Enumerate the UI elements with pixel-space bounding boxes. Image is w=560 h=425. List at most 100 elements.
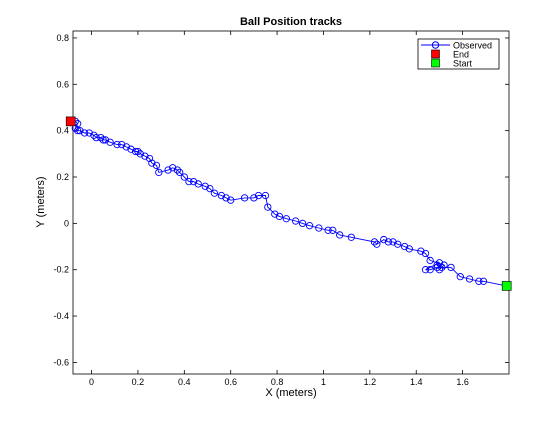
axis-ticks: 0 0.2 0.4 0.6 0.8 1 1.2 1.4 1.6 -0.6 -0.4 -0.2 0 0.2 0… <box>53 31 509 387</box>
observed-point <box>134 147 142 156</box>
observed-point <box>97 133 105 142</box>
observed-point <box>90 131 98 139</box>
legend-start-marker <box>431 58 440 68</box>
observed-point <box>122 143 130 151</box>
observed-point <box>217 191 226 200</box>
observed-point <box>421 266 430 274</box>
observed-point <box>329 226 337 234</box>
observed-point <box>210 189 219 197</box>
observed-point <box>347 233 355 241</box>
observed-point <box>145 154 154 163</box>
observed-point <box>435 259 444 267</box>
y-tick-label: 0.2 <box>56 172 69 182</box>
observed-point <box>169 164 177 172</box>
observed-point <box>315 224 323 232</box>
observed-point <box>291 217 300 225</box>
observed-point <box>240 194 249 202</box>
observed-point <box>389 238 397 246</box>
observed-point <box>447 263 455 272</box>
observed-point <box>261 191 270 200</box>
observed-point <box>185 177 193 186</box>
observed-point <box>73 127 82 135</box>
observed-point <box>435 266 444 274</box>
observed-point <box>438 263 446 272</box>
observed-point <box>275 212 284 221</box>
observed-point <box>373 240 381 248</box>
observed-point <box>80 129 89 137</box>
observed-point <box>282 215 291 223</box>
legend-observed-marker <box>431 41 440 49</box>
x-tick-label: 0.4 <box>178 377 191 387</box>
legend-observed-label: Observed <box>453 41 492 51</box>
y-tick-label: -0.4 <box>53 311 69 321</box>
observed-point <box>456 273 464 281</box>
observed-point <box>127 145 135 153</box>
observed-point <box>264 203 272 211</box>
x-tick-label: 1.6 <box>456 377 469 387</box>
observed-point <box>271 210 279 218</box>
observed-point <box>394 240 402 248</box>
observed-point <box>384 238 393 246</box>
observed-point <box>426 266 434 274</box>
observed-point <box>440 261 448 269</box>
y-tick-label: -0.2 <box>53 265 69 275</box>
observed-point <box>118 140 126 149</box>
y-tick-label: 0.4 <box>56 126 69 136</box>
y-axis-label: Y (meters) <box>35 176 47 227</box>
observed-point <box>173 166 182 174</box>
x-tick-label: 0.2 <box>132 377 145 387</box>
observed-point <box>189 177 198 186</box>
observed-point <box>227 196 235 204</box>
observed-point <box>417 247 425 255</box>
observed-point <box>106 138 114 146</box>
observed-point <box>433 263 441 272</box>
observed-point <box>76 127 84 135</box>
observed-point <box>324 226 332 234</box>
observed-point <box>164 166 172 174</box>
data-marks <box>65 116 512 291</box>
chart-title: Ball Position tracks <box>240 16 342 28</box>
y-tick-label: 0.8 <box>56 33 69 43</box>
observed-point <box>155 168 163 177</box>
observed-point <box>426 256 434 265</box>
x-tick-label: 1.2 <box>364 377 377 387</box>
observed-point <box>92 133 100 142</box>
observed-point <box>370 238 379 246</box>
observed-point <box>141 152 149 160</box>
observed-point <box>400 242 409 251</box>
observed-point <box>479 277 488 285</box>
observed-point <box>336 231 344 239</box>
observed-point <box>176 168 184 177</box>
observed-point <box>201 182 209 190</box>
observed-point <box>380 235 388 244</box>
observed-point <box>113 140 121 149</box>
y-tick-label: 0.6 <box>56 79 69 89</box>
observed-point <box>148 159 156 167</box>
observed-point <box>136 150 144 158</box>
legend-end-label: End <box>453 50 469 60</box>
observed-point <box>433 261 441 269</box>
observed-point <box>152 161 161 170</box>
legend-end-marker <box>431 49 440 59</box>
x-tick-label: 0 <box>89 377 94 387</box>
observed-point <box>254 191 263 200</box>
observed-point <box>194 180 202 188</box>
observed-point <box>250 194 258 202</box>
observed-point <box>206 184 214 193</box>
observed-point <box>465 275 474 283</box>
observed-point <box>222 194 230 202</box>
plot-area <box>72 30 510 375</box>
observed-point <box>305 222 314 230</box>
observed-point <box>101 136 110 144</box>
observed-point <box>99 136 107 144</box>
x-tick-label: 1 <box>321 377 326 387</box>
x-tick-label: 0.8 <box>271 377 284 387</box>
legend-start-label: Start <box>453 59 473 69</box>
y-tick-label: 0 <box>64 218 69 228</box>
observed-point <box>298 219 307 228</box>
x-tick-label: 0.6 <box>224 377 237 387</box>
observed-point <box>405 245 413 253</box>
observed-point <box>85 129 93 137</box>
